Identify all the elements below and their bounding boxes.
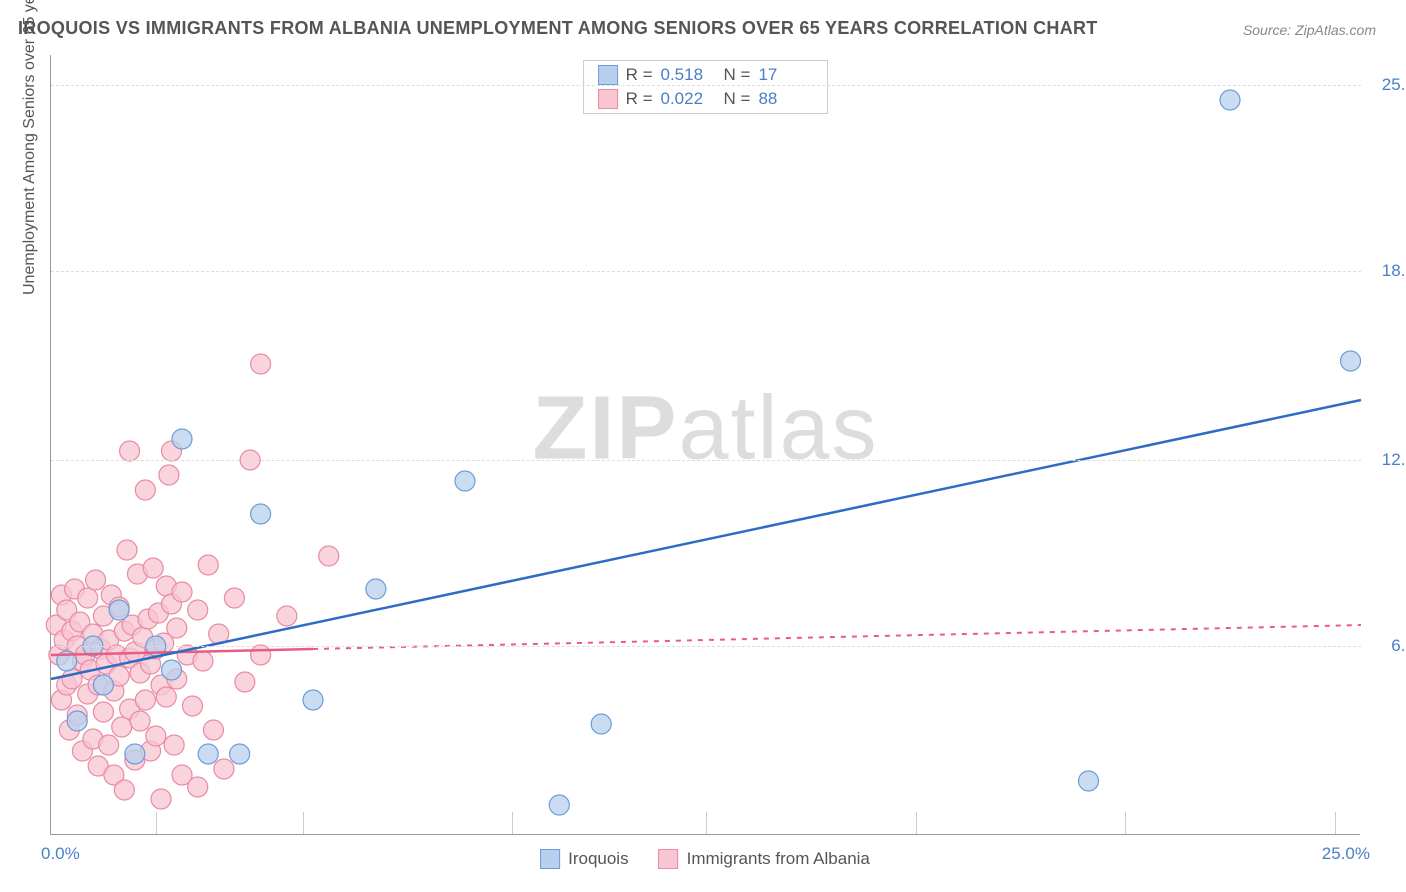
swatch-albania-icon [659, 849, 679, 869]
r-label: R = [626, 65, 653, 85]
legend-row-iroquois: R = 0.518 N = 17 [584, 63, 828, 87]
grid-line-h [51, 460, 1361, 461]
x-tick-stub [706, 812, 707, 834]
r-value-albania: 0.022 [661, 89, 716, 109]
x-origin-label: 0.0% [41, 844, 80, 864]
grid-line-h [51, 85, 1361, 86]
legend-item-iroquois: Iroquois [540, 849, 628, 869]
grid-line-h [51, 271, 1361, 272]
n-value-albania: 88 [758, 89, 813, 109]
n-value-iroquois: 17 [758, 65, 813, 85]
x-tick-stub [303, 812, 304, 834]
grid-line-h [51, 646, 1361, 647]
x-max-label: 25.0% [1322, 844, 1370, 864]
y-axis-title: Unemployment Among Seniors over 65 years [21, 0, 39, 295]
x-tick-stub [916, 812, 917, 834]
n-label: N = [724, 89, 751, 109]
x-tick-stub [156, 812, 157, 834]
legend-row-albania: R = 0.022 N = 88 [584, 87, 828, 111]
source-attribution: Source: ZipAtlas.com [1243, 22, 1376, 38]
swatch-albania [598, 89, 618, 109]
x-tick-stub [1335, 812, 1336, 834]
n-label: N = [724, 65, 751, 85]
y-tick-label: 12.5% [1370, 450, 1406, 470]
y-tick-label: 18.8% [1370, 261, 1406, 281]
chart-area: ZIPatlas Unemployment Among Seniors over… [50, 55, 1360, 835]
y-tick-label: 6.3% [1370, 636, 1406, 656]
r-label: R = [626, 89, 653, 109]
swatch-iroquois [598, 65, 618, 85]
plot-svg [51, 55, 1361, 835]
legend-correlation: R = 0.518 N = 17 R = 0.022 N = 88 [583, 60, 829, 114]
x-tick-stub [1125, 812, 1126, 834]
legend-series: Iroquois Immigrants from Albania [540, 849, 870, 869]
plot-region: ZIPatlas Unemployment Among Seniors over… [50, 55, 1360, 835]
y-tick-label: 25.0% [1370, 75, 1406, 95]
legend-item-albania: Immigrants from Albania [659, 849, 870, 869]
swatch-iroquois-icon [540, 849, 560, 869]
r-value-iroquois: 0.518 [661, 65, 716, 85]
x-tick-stub [512, 812, 513, 834]
chart-title: IROQUOIS VS IMMIGRANTS FROM ALBANIA UNEM… [18, 18, 1098, 39]
legend-label-iroquois: Iroquois [568, 849, 628, 869]
legend-label-albania: Immigrants from Albania [687, 849, 870, 869]
